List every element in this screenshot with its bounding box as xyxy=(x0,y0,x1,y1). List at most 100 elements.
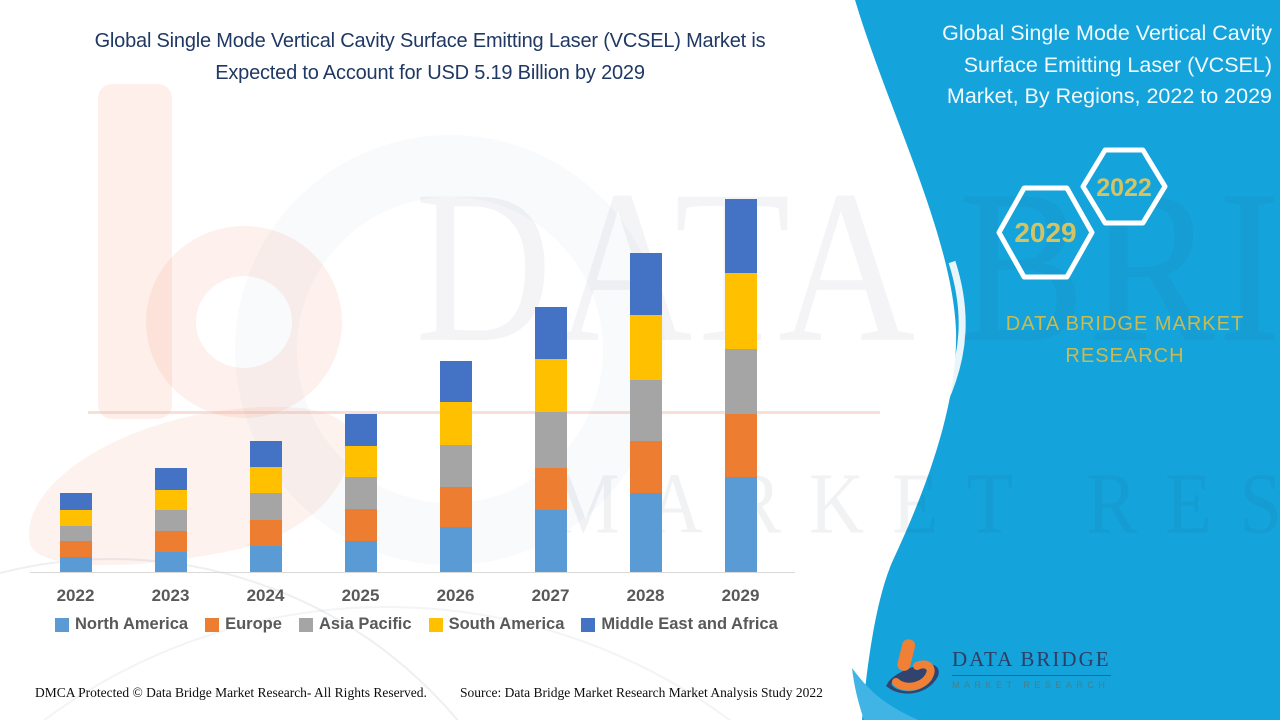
bar-segment-asia-pacific-2023 xyxy=(154,510,187,532)
bar-segment-europe-2024 xyxy=(249,519,282,547)
x-axis-labels: 2022 2023 2024 2025 2026 2027 2028 2029 xyxy=(28,586,788,606)
bar-column-2029 xyxy=(693,193,788,573)
bar-segment-asia-pacific-2022 xyxy=(59,525,92,542)
bar-segment-north-america-2024 xyxy=(249,546,282,573)
x-axis-line xyxy=(30,572,795,573)
legend-item-europe: Europe xyxy=(205,615,282,634)
bar-segment-middle-east-and-africa-2025 xyxy=(344,413,377,446)
brand-text-line-1: DATA BRIDGE MARKET xyxy=(1005,313,1245,335)
panel-white-arc xyxy=(940,260,966,404)
bar-segment-europe-2023 xyxy=(154,531,187,553)
side-panel-title-line-3: Market, By Regions, 2022 to 2029 xyxy=(946,84,1272,109)
legend-swatch-south-america xyxy=(428,617,443,632)
legend-swatch-middle-east-and-africa xyxy=(581,617,596,632)
bar-segment-north-america-2029 xyxy=(724,476,757,573)
legend-item-middle-east-and-africa: Middle East and Africa xyxy=(581,615,778,634)
legend-swatch-north-america xyxy=(55,617,69,632)
bar-segment-north-america-2027 xyxy=(534,509,567,573)
brand-text: DATA BRIDGE MARKET RESEARCH xyxy=(975,308,1275,372)
brand-text-line-2: RESEARCH xyxy=(1065,345,1185,367)
stacked-bar-chart xyxy=(28,193,788,573)
bar-segment-asia-pacific-2026 xyxy=(439,444,472,487)
bar-segment-middle-east-and-africa-2023 xyxy=(154,467,187,490)
bar-2024 xyxy=(249,440,282,573)
panel-light-swoosh xyxy=(852,668,918,720)
legend-swatch-europe xyxy=(205,617,220,632)
bar-2026 xyxy=(439,361,472,573)
bar-2022 xyxy=(59,493,92,573)
bar-2025 xyxy=(344,413,377,573)
bar-column-2024 xyxy=(218,193,313,573)
bar-segment-north-america-2022 xyxy=(59,557,92,573)
bar-segment-south-america-2027 xyxy=(534,359,567,413)
legend-label-north-america: North America xyxy=(75,615,189,633)
bar-segment-north-america-2028 xyxy=(629,493,662,573)
bar-segment-north-america-2023 xyxy=(154,552,187,573)
bar-2029 xyxy=(724,199,757,573)
bar-segment-south-america-2029 xyxy=(724,272,757,350)
chart-legend: North America Europe Asia Pacific South Ame… xyxy=(55,615,778,634)
hexagon-2022-label: 2022 xyxy=(1096,174,1152,202)
company-logo: DATA BRIDGE MARKET RESEARCH xyxy=(880,636,1111,700)
hexagon-2029-outline xyxy=(996,185,1095,280)
bar-column-2026 xyxy=(408,193,503,573)
hexagon-badges: 2029 2022 xyxy=(996,147,1168,280)
bar-segment-south-america-2028 xyxy=(629,315,662,381)
databridge-logo-icon xyxy=(886,639,939,694)
bar-segment-middle-east-and-africa-2024 xyxy=(249,440,282,468)
bar-column-2025 xyxy=(313,193,408,573)
side-panel-title-line-2: Surface Emitting Laser (VCSEL) xyxy=(963,52,1272,77)
bar-segment-europe-2027 xyxy=(534,467,567,510)
side-panel-title: Global Single Mode Vertical Cavity Surfa… xyxy=(874,18,1272,113)
x-axis-label-2027: 2027 xyxy=(531,586,570,605)
legend-item-south-america: South America xyxy=(428,615,565,634)
bar-segment-north-america-2025 xyxy=(344,541,377,573)
x-axis-label-2024: 2024 xyxy=(246,586,285,605)
bar-segment-south-america-2024 xyxy=(249,467,282,494)
bar-segment-middle-east-and-africa-2022 xyxy=(59,493,92,510)
x-axis-label-2026: 2026 xyxy=(436,586,475,605)
logo-tagline: MARKET RESEARCH xyxy=(952,679,1110,690)
legend-label-middle-east-and-africa: Middle East and Africa xyxy=(601,615,778,633)
bar-segment-south-america-2022 xyxy=(59,509,92,526)
page-title-line-2: Expected to Account for USD 5.19 Billion… xyxy=(215,61,645,84)
bar-column-2028 xyxy=(598,193,693,573)
bar-column-2027 xyxy=(503,193,598,573)
hexagon-2029-label: 2029 xyxy=(1014,217,1076,248)
bar-segment-asia-pacific-2028 xyxy=(629,380,662,441)
bar-segment-south-america-2023 xyxy=(154,489,187,511)
legend-label-asia-pacific: Asia Pacific xyxy=(318,615,412,633)
bar-segment-europe-2025 xyxy=(344,508,377,542)
bar-segment-europe-2022 xyxy=(59,541,92,558)
blue-panel-shape xyxy=(855,0,1280,720)
legend-item-north-america: North America xyxy=(55,615,188,634)
bar-2028 xyxy=(629,252,662,573)
legend-label-south-america: South America xyxy=(448,615,565,633)
bar-segment-middle-east-and-africa-2026 xyxy=(439,361,472,402)
x-axis-label-2022: 2022 xyxy=(56,586,95,605)
bar-segment-south-america-2026 xyxy=(439,401,472,445)
x-axis-label-2025: 2025 xyxy=(341,586,380,605)
hexagon-2022-outline xyxy=(1080,147,1168,226)
bar-column-2022 xyxy=(28,193,123,573)
bar-segment-asia-pacific-2027 xyxy=(534,412,567,468)
dmca-notice: DMCA Protected © Data Bridge Market Rese… xyxy=(35,685,427,700)
page-title-line-1: Global Single Mode Vertical Cavity Surfa… xyxy=(94,30,766,52)
source-note: Source: Data Bridge Market Research Mark… xyxy=(460,685,823,700)
bar-column-2023 xyxy=(123,193,218,573)
x-axis-label-2029: 2029 xyxy=(721,586,760,605)
x-axis-label-2028: 2028 xyxy=(626,586,665,605)
bar-segment-middle-east-and-africa-2029 xyxy=(724,199,757,273)
bar-segment-south-america-2025 xyxy=(344,445,377,478)
bar-segment-north-america-2026 xyxy=(439,526,472,573)
legend-swatch-asia-pacific xyxy=(298,617,313,632)
bar-segment-middle-east-and-africa-2027 xyxy=(534,307,567,360)
bar-segment-europe-2026 xyxy=(439,486,472,527)
legend-item-asia-pacific: Asia Pacific xyxy=(298,615,412,634)
bar-segment-europe-2028 xyxy=(629,440,662,494)
x-axis-label-2023: 2023 xyxy=(151,586,190,605)
bar-segment-asia-pacific-2025 xyxy=(344,477,377,509)
bar-2027 xyxy=(534,307,567,573)
